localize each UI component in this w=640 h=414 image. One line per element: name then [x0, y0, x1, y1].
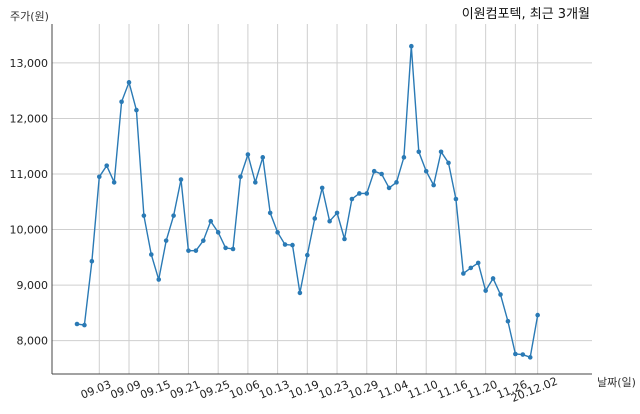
data-point — [371, 168, 377, 174]
data-point — [312, 216, 318, 221]
data-point — [201, 238, 206, 243]
data-point — [461, 271, 466, 276]
data-point — [171, 213, 176, 218]
data-point — [149, 252, 154, 257]
data-point — [409, 43, 414, 49]
data-point — [223, 245, 228, 251]
data-point — [505, 318, 511, 324]
data-point — [260, 155, 266, 160]
y-tick-label: 8,000 — [17, 335, 49, 348]
data-point — [134, 107, 139, 113]
price-series — [74, 43, 540, 360]
data-point — [208, 218, 214, 224]
data-point — [74, 321, 80, 327]
x-axis-label: 날짜(일) — [597, 375, 636, 389]
y-axis-label: 주가(원) — [10, 10, 49, 23]
data-point — [483, 288, 488, 293]
data-point — [82, 322, 87, 328]
data-point — [193, 248, 199, 253]
y-tick-labels: 8,000 9,000 10,000 11,000 12,000 13,000 — [10, 57, 49, 348]
data-point — [245, 152, 251, 157]
y-tick-label: 13,000 — [10, 57, 49, 70]
data-point — [267, 210, 273, 216]
data-point — [423, 168, 429, 174]
y-tick-label: 10,000 — [10, 224, 49, 237]
data-point — [527, 355, 533, 360]
data-point — [431, 182, 436, 188]
data-point — [498, 292, 503, 297]
data-point — [468, 265, 474, 271]
data-point — [215, 230, 221, 235]
data-point — [119, 99, 124, 105]
x-tick-labels: 09.0309.0909.1509.2109.2510.0610.1310.19… — [79, 375, 560, 405]
data-point — [364, 191, 370, 196]
data-point — [349, 196, 355, 202]
data-point — [275, 230, 280, 235]
data-point — [156, 277, 162, 282]
data-point — [111, 180, 117, 185]
data-point — [141, 213, 147, 218]
data-point — [178, 177, 184, 182]
data-point — [282, 242, 288, 247]
gridlines — [52, 24, 592, 374]
data-point — [453, 196, 459, 202]
data-point — [401, 155, 407, 160]
data-point — [438, 149, 444, 155]
data-point — [416, 149, 422, 155]
data-point — [535, 312, 540, 318]
data-point — [379, 171, 384, 177]
data-point — [342, 236, 347, 242]
data-point — [357, 191, 362, 196]
data-point — [386, 185, 392, 191]
data-point — [253, 180, 258, 185]
data-point — [96, 174, 102, 180]
data-point — [186, 248, 191, 253]
data-point — [513, 351, 518, 357]
data-point — [394, 180, 399, 185]
data-point — [238, 174, 243, 180]
x-tick-label: 20.12.02 — [509, 375, 559, 405]
data-point — [230, 246, 236, 252]
y-tick-label: 9,000 — [17, 279, 49, 292]
data-point — [305, 252, 310, 258]
y-tick-label: 11,000 — [10, 168, 49, 181]
chart-title: 이원컴포텍, 최근 3개월 — [462, 7, 590, 22]
data-point — [520, 352, 526, 357]
y-tick-label: 12,000 — [10, 112, 49, 125]
data-point — [446, 160, 451, 166]
data-point — [319, 185, 325, 191]
data-point — [89, 258, 95, 264]
data-point — [475, 260, 481, 266]
data-point — [104, 163, 110, 168]
data-point — [163, 238, 169, 243]
data-point — [297, 290, 303, 296]
data-point — [327, 218, 332, 224]
data-point — [490, 276, 496, 281]
data-point — [290, 242, 295, 248]
axes — [51, 24, 592, 375]
data-point — [334, 210, 340, 216]
data-point — [126, 80, 132, 85]
